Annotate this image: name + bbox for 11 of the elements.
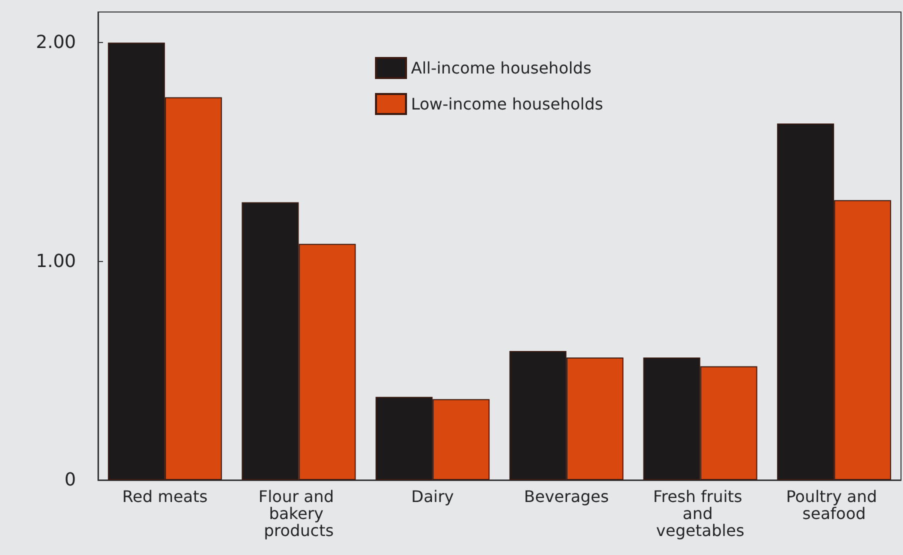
x-tick-label: Poultry and seafood xyxy=(786,487,882,523)
legend-label: All-income households xyxy=(411,58,592,78)
y-tick-label: 1.00 xyxy=(36,250,76,272)
x-tick-label: Fresh fruits and vegetables xyxy=(653,487,748,540)
x-tick-label: Beverages xyxy=(524,487,609,506)
x-tick-label: Flour and bakery products xyxy=(258,487,339,540)
x-tick-label: Dairy xyxy=(411,487,454,506)
x-tick-label: Red meats xyxy=(122,487,208,506)
legend-label: Low-income households xyxy=(411,94,604,114)
y-tick-label: 2.00 xyxy=(36,32,76,54)
y-tick-label: 0 xyxy=(64,470,76,490)
